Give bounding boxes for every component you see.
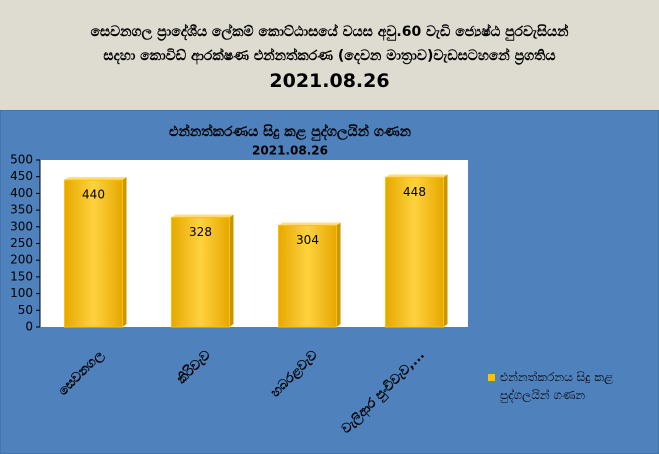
header-date: 2021.08.26 [269,70,390,92]
y-tick-label: 450 [10,169,33,183]
bar-side [336,222,341,327]
data-label: 304 [296,233,319,247]
bar [171,216,230,328]
data-label: 328 [189,225,212,239]
bar-side [229,214,234,327]
legend-label: එන්නත්කරනය සිදු කළ පුද්ගලයින් ගණන [500,370,614,402]
y-tick-label: 350 [10,203,33,217]
y-tick-label: 150 [10,269,33,283]
header: සෙවනගල ප්‍රාදේශීය ලේකම් කොට්ඨාසයේ වයස අව… [0,0,659,110]
y-tick-label: 500 [10,153,33,167]
y-tick-label: 400 [10,186,33,200]
chart-title: එන්නත්කරණය සිදු කළ පුද්ගලයින් ගණන [169,123,412,142]
chart: එන්නත්කරණය සිදු කළ පුද්ගලයින් ගණන 2021.0… [0,110,659,454]
y-tick-label: 50 [18,303,33,317]
y-tick-label: 100 [10,286,33,300]
bar [64,179,123,328]
bar [385,176,444,328]
bar-top [385,174,448,178]
header-line: සෙවනගල ප්‍රාදේශීය ලේකම් කොට්ඨාසයේ වයස අව… [90,24,569,40]
bar-side [122,177,127,327]
bar-top [171,214,234,218]
chart-subtitle: 2021.08.26 [252,144,328,158]
y-tick-label: 250 [10,236,33,250]
y-tick-label: 0 [25,320,33,334]
bar-top [278,222,341,226]
bar-top [64,177,127,181]
legend: එන්නත්කරනය සිදු කළ පුද්ගලයින් ගණන [488,368,653,404]
y-tick-label: 200 [10,253,33,267]
data-label: 440 [82,188,105,202]
data-label: 448 [403,185,426,199]
legend-swatch [488,374,495,381]
bar-side [443,174,448,327]
bar [278,224,337,328]
y-tick-label: 300 [10,219,33,233]
header-line: සදහා කොවිඩ් ආරක්ෂණ එන්නත්කරණ (දෙවන මාත්‍… [103,48,556,64]
